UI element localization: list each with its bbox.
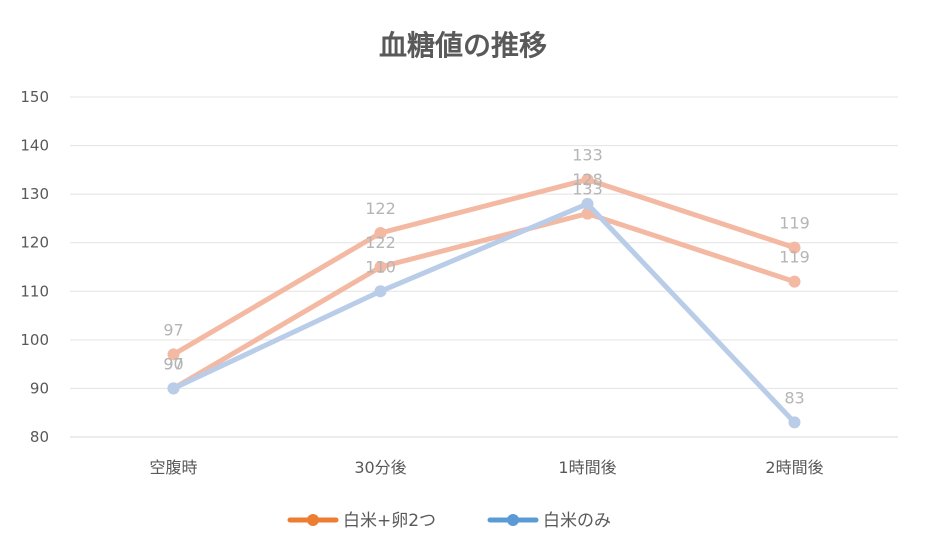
data-point [167, 348, 180, 361]
legend: 白米+卵2つ 白米のみ [287, 511, 611, 531]
y-tick-label: 90 [30, 379, 49, 397]
series-lines [167, 173, 801, 429]
y-tick-label: 80 [30, 428, 49, 446]
data-label: 97 [163, 354, 183, 373]
data-point [788, 275, 801, 288]
gridlines [70, 96, 898, 438]
y-tick-label: 100 [20, 331, 49, 349]
data-label: 119 [779, 214, 810, 233]
data-label: 119 [779, 248, 810, 267]
legend-label: 白米のみ [543, 511, 611, 531]
data-point [374, 227, 387, 239]
data-point [788, 241, 801, 254]
data-point [167, 382, 180, 395]
data-label: 122 [365, 233, 396, 252]
x-axis: 空腹時 30分後 1時間後 2時間後 [149, 458, 823, 477]
data-label: 90 [163, 354, 183, 373]
legend-marker [507, 514, 519, 526]
data-label: 97 [163, 320, 183, 339]
data-label: 133 [572, 146, 603, 165]
y-tick-label: 120 [20, 234, 49, 252]
data-point [581, 197, 594, 210]
data-point [581, 173, 594, 186]
x-tick-label: 30分後 [354, 458, 406, 477]
y-tick-label: 140 [20, 137, 49, 155]
y-tick-label: 130 [20, 185, 49, 203]
data-point [374, 261, 387, 273]
data-label: 133 [572, 180, 603, 199]
data-point [788, 416, 801, 429]
data-point [374, 285, 387, 298]
data-label: 128 [572, 170, 603, 189]
x-tick-label: 1時間後 [558, 458, 616, 477]
legend-marker [307, 514, 319, 526]
x-tick-label: 空腹時 [149, 458, 197, 477]
y-tick-label: 150 [20, 88, 49, 106]
series-line [171, 211, 797, 391]
series-line [171, 201, 797, 425]
y-axis: 80 90 100 110 120 130 140 150 [20, 88, 49, 446]
legend-label: 白米+卵2つ [343, 511, 436, 531]
x-tick-label: 2時間後 [765, 458, 823, 477]
series-line [171, 177, 797, 357]
data-label: 110 [365, 257, 396, 276]
data-label: 122 [365, 199, 396, 218]
data-label: 83 [784, 388, 804, 407]
chart-title: 血糖値の推移 [379, 29, 547, 62]
y-tick-label: 110 [20, 282, 49, 300]
